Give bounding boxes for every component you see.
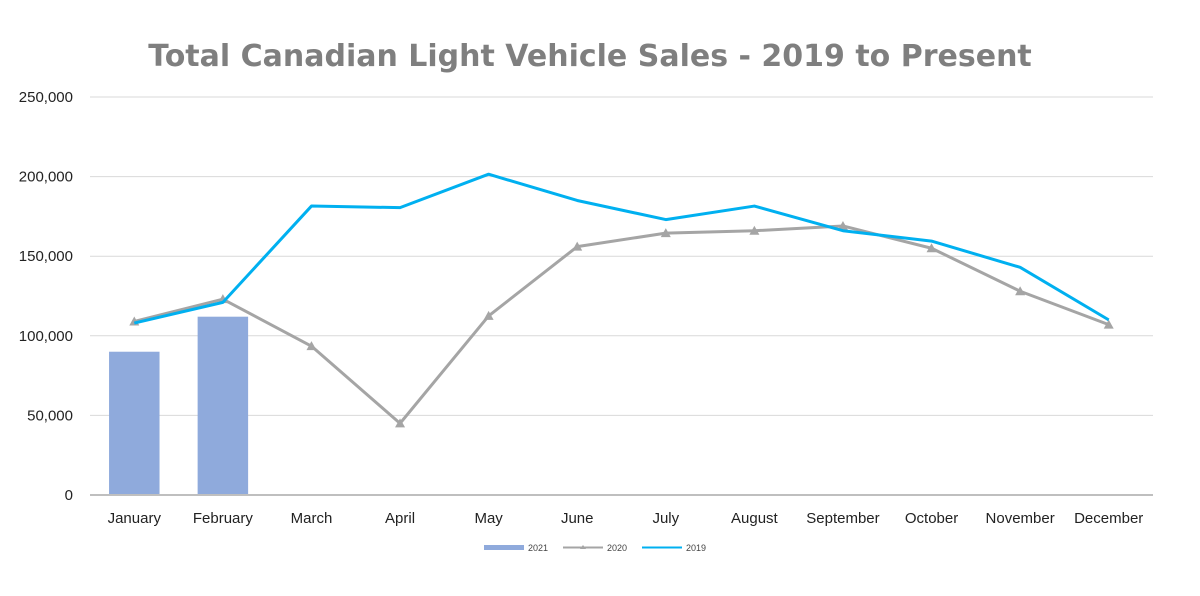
bar-2021 [197,316,249,495]
legend: 2021 2020 2019 [484,543,706,553]
x-tick-label: November [986,510,1055,527]
point-2020 [483,310,494,320]
chart-title: Total Canadian Light Vehicle Sales - 201… [148,39,1032,74]
x-axis-ticks: January February March April May June July Augu… [108,510,1144,527]
legend-marker-2020 [580,545,586,549]
x-tick-label: May [474,510,503,527]
x-tick-label: February [193,510,254,527]
point-2020 [926,243,937,253]
point-2020 [1103,319,1114,329]
line-2019 [133,172,1110,325]
lines [129,172,1114,428]
x-tick-label: June [561,510,594,527]
point-2020 [395,418,406,428]
gridlines [90,96,1153,416]
x-tick-label: October [905,510,958,527]
point-2020 [749,225,760,235]
x-tick-label: March [291,510,333,527]
point-2020 [306,341,317,351]
y-tick-label: 250,000 [19,89,73,106]
y-axis-ticks: 0 50,000 100,000 150,000 200,000 250,000 [19,89,73,504]
line-2020 [133,224,1110,425]
y-tick-label: 200,000 [19,169,73,186]
point-2020 [660,228,671,238]
point-2020 [572,241,583,251]
y-tick-label: 150,000 [19,248,73,265]
x-tick-label: April [385,510,415,527]
x-tick-label: January [108,510,162,527]
x-tick-label: July [652,510,679,527]
y-tick-label: 0 [65,487,73,504]
bars [109,316,249,495]
bar-2021 [109,351,160,495]
point-2020 [837,220,848,230]
point-2020 [1015,286,1026,296]
legend-label: 2019 [686,543,706,553]
x-tick-label: September [806,510,879,527]
legend-label: 2020 [607,543,627,553]
x-tick-label: August [731,510,779,527]
y-tick-label: 50,000 [27,407,73,424]
x-tick-label: December [1074,510,1143,527]
y-tick-label: 100,000 [19,328,73,345]
legend-label: 2021 [528,543,548,553]
legend-swatch-2021 [484,545,524,550]
